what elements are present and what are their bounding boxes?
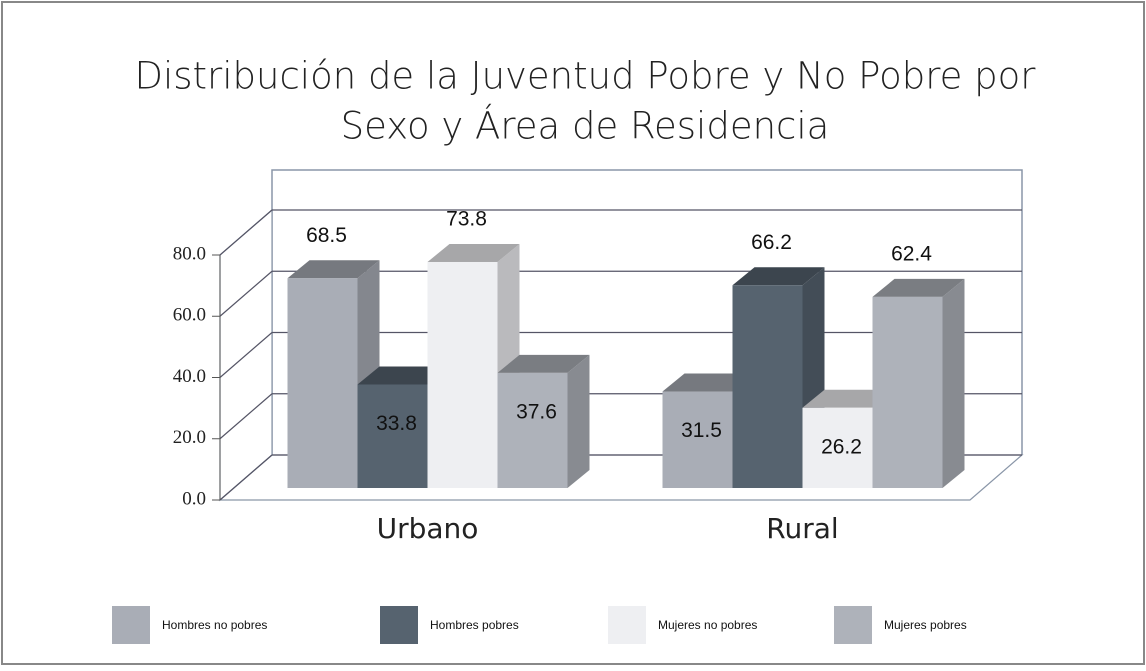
- bar: [497, 372, 568, 488]
- y-tick-label: 20.0: [173, 427, 206, 448]
- legend-label: Mujeres pobres: [884, 618, 967, 632]
- legend-swatch: [112, 606, 150, 644]
- bar: [427, 261, 498, 488]
- value-label: 37.6: [516, 400, 557, 423]
- bar-top: [357, 366, 450, 385]
- bar: [287, 278, 358, 488]
- legend-label: Hombres pobres: [430, 618, 519, 632]
- legend-swatch: [380, 606, 418, 644]
- grid-line: [219, 393, 273, 440]
- x-tick-label: Urbano: [377, 512, 479, 545]
- chart-title: Distribución de la Juventud Pobre y No P…: [134, 55, 1036, 98]
- grid-line: [219, 270, 273, 317]
- bar-side: [567, 354, 590, 488]
- legend-swatch: [608, 606, 646, 644]
- bar-top: [497, 354, 590, 373]
- value-label: 26.2: [821, 435, 862, 458]
- y-tick-label: 80.0: [173, 243, 206, 264]
- y-tick-label: 0.0: [182, 488, 206, 509]
- bar-top: [287, 260, 380, 279]
- bar-top: [662, 373, 755, 392]
- x-tick-label: Rural: [766, 512, 838, 545]
- bar: [872, 296, 943, 488]
- legend-label: Mujeres no pobres: [658, 618, 757, 632]
- legend-label: Hombres no pobres: [162, 618, 267, 632]
- value-label: 33.8: [376, 412, 417, 435]
- bar: [357, 384, 428, 488]
- bar: [732, 285, 803, 488]
- bar-top: [732, 267, 825, 286]
- value-label: 62.4: [891, 242, 932, 265]
- bar: [802, 407, 873, 488]
- legend-swatch: [834, 606, 872, 644]
- value-label: 31.5: [681, 419, 722, 442]
- bar-side: [942, 278, 965, 488]
- grid-line: [219, 332, 273, 378]
- chart-title: Sexo y Área de Residencia: [341, 104, 830, 148]
- y-tick-label: 40.0: [173, 366, 206, 387]
- bar-top: [802, 389, 895, 408]
- bar-top: [872, 278, 965, 297]
- grid-line: [219, 209, 273, 256]
- bar: [662, 391, 733, 488]
- value-label: 66.2: [751, 231, 792, 254]
- y-tick-label: 60.0: [173, 305, 206, 326]
- bar-top: [427, 243, 520, 262]
- value-label: 73.8: [446, 208, 487, 231]
- value-label: 68.5: [306, 224, 347, 247]
- grid-line: [219, 454, 273, 501]
